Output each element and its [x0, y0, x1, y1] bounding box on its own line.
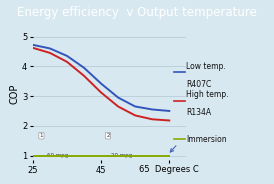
- Text: Immersion: Immersion: [186, 135, 227, 144]
- Text: 20 mpg: 20 mpg: [111, 153, 133, 158]
- Text: 1: 1: [40, 133, 43, 138]
- Text: High temp.: High temp.: [186, 90, 229, 99]
- Text: 2: 2: [106, 133, 110, 138]
- Text: R407C: R407C: [186, 80, 212, 89]
- Text: R134A: R134A: [186, 108, 212, 117]
- Text: Low temp.: Low temp.: [186, 62, 226, 71]
- Text: 60 mpg: 60 mpg: [47, 153, 68, 158]
- Text: 65  Degrees C: 65 Degrees C: [139, 165, 199, 174]
- Y-axis label: COP: COP: [9, 84, 19, 104]
- Text: Energy efficiency  v Output temperature: Energy efficiency v Output temperature: [17, 6, 257, 19]
